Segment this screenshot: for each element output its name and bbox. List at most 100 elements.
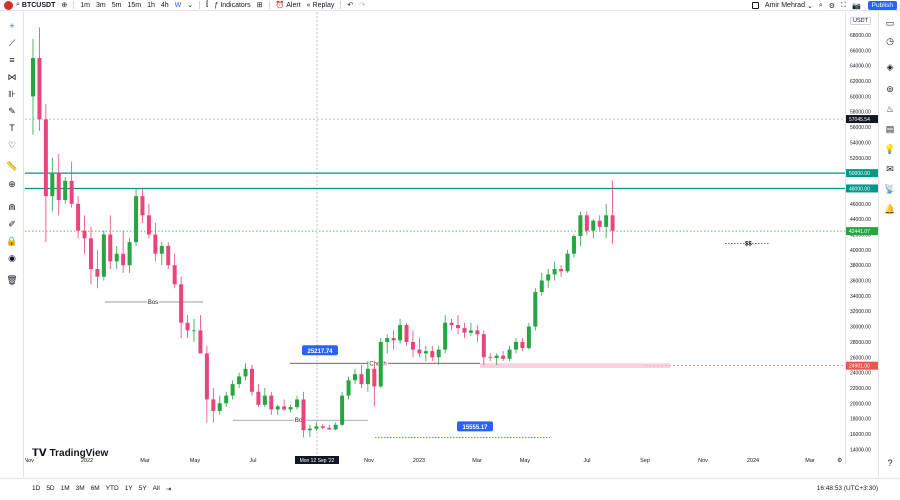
alerts-clock-icon[interactable]: ◷ xyxy=(886,35,894,46)
timeframe-dropdown[interactable]: ⌄ xyxy=(184,0,196,11)
candle-body xyxy=(565,253,570,272)
zoom-in-icon[interactable]: ⊕ xyxy=(8,178,16,189)
price-axis[interactable]: USDT 68000.00 66000.00 64000.00 62000.00 600… xyxy=(845,12,879,464)
bos-label-1: Bos xyxy=(148,300,158,306)
signal-icon[interactable]: 📡 xyxy=(884,183,896,194)
range-5y[interactable]: 5Y xyxy=(138,485,147,492)
price-tag-high-bg xyxy=(302,345,338,356)
candle-body xyxy=(56,173,61,200)
data-window-icon[interactable]: ⊚ xyxy=(886,83,894,94)
top-right-controls: Amir Mehrad ⌄ ⌕ ⚙ ⛶ 📷 Publish xyxy=(749,0,900,11)
timeframe-w[interactable]: W xyxy=(174,1,182,9)
logo-text: TradingView xyxy=(49,448,109,459)
timeframe-4h[interactable]: 4h xyxy=(160,1,169,9)
settings-button[interactable]: ⚙ xyxy=(826,0,838,11)
range-1y[interactable]: 1Y xyxy=(124,485,133,492)
trendline-icon[interactable]: ⟋ xyxy=(8,37,16,48)
text-icon[interactable]: T xyxy=(9,123,15,133)
snapshot-button[interactable]: 📷 xyxy=(849,0,864,11)
eye-icon[interactable]: ◉ xyxy=(8,252,16,263)
candle-body xyxy=(417,349,422,354)
compare-button[interactable]: ⊕ xyxy=(58,0,70,11)
fullscreen-button[interactable]: ⛶ xyxy=(838,0,849,11)
range-5d[interactable]: 5D xyxy=(46,485,55,492)
redo-button[interactable]: ↷ xyxy=(356,0,368,11)
ruler-icon[interactable]: 📏 xyxy=(6,160,18,171)
replay-label: Replay xyxy=(312,1,335,9)
replay-button[interactable]: « Replay xyxy=(304,0,338,11)
user-avatar-icon[interactable] xyxy=(4,0,13,10)
calendar-icon[interactable]: ▤ xyxy=(885,123,895,134)
help-icon[interactable]: ? xyxy=(887,458,893,468)
ideas-icon[interactable]: 💡 xyxy=(884,143,896,154)
clock-timezone[interactable]: 16:48:53 (UTC+3:30) xyxy=(816,485,878,492)
timeframe-5m[interactable]: 5m xyxy=(111,1,122,9)
templates-button[interactable]: ⊞ xyxy=(254,0,266,11)
candle-body xyxy=(385,338,390,342)
crosshair-icon[interactable]: + xyxy=(9,21,15,31)
price-tick: 22000.00 xyxy=(850,386,871,392)
candle-body xyxy=(372,368,377,387)
alert-button[interactable]: ⏰ Alert xyxy=(273,0,304,11)
candle-body xyxy=(114,253,119,262)
timeframe-15m[interactable]: 15m xyxy=(127,1,142,9)
range-3m[interactable]: 3M xyxy=(75,485,85,492)
price-tick: 66000.00 xyxy=(850,48,871,54)
candle-body xyxy=(436,349,441,358)
pencil-lock-icon[interactable]: ✐ xyxy=(8,218,16,229)
chat-icon[interactable]: ✉ xyxy=(886,163,894,174)
indicators-button[interactable]: ƒ Indicators xyxy=(211,0,253,11)
candle-body xyxy=(275,406,280,410)
goto-date-icon[interactable]: ⇥ xyxy=(165,486,172,493)
price-tag-48000: 48000.00 xyxy=(849,186,870,192)
right-widget-toolbar: ▭ ◷ ◈ ⊚ ♨ ▤ 💡 ✉ 📡 🔔 ? xyxy=(878,12,900,478)
layers-icon[interactable]: ◈ xyxy=(886,61,894,72)
hotlists-icon[interactable]: ♨ xyxy=(885,103,895,114)
notifications-icon[interactable]: 🔔 xyxy=(884,203,896,214)
candle-body xyxy=(552,269,557,275)
candle-body xyxy=(82,230,87,239)
watchlist-icon[interactable]: ▭ xyxy=(885,17,895,28)
price-tag-high: 25217.74 xyxy=(302,345,338,356)
publish-button[interactable]: Publish xyxy=(867,1,897,10)
price-tick: 36000.00 xyxy=(850,279,871,285)
brush-icon[interactable]: ✎ xyxy=(8,105,16,116)
candlestick-chart[interactable]: Choch Bos Bos $$ 25217.74 15555.17 Nov 2022 Mar M… xyxy=(24,12,845,464)
currency-selector[interactable]: USDT xyxy=(850,17,871,25)
layout-button[interactable] xyxy=(749,0,762,11)
range-ytd[interactable]: YTD xyxy=(105,485,119,492)
price-tick: 56000.00 xyxy=(850,125,871,131)
range-all[interactable]: All xyxy=(152,485,160,492)
pattern-icon[interactable]: ⋈ xyxy=(7,71,17,82)
candle-body xyxy=(307,428,312,431)
candle-body xyxy=(597,220,602,227)
candle-body xyxy=(95,269,100,277)
quick-search-button[interactable]: ⌕ xyxy=(816,0,826,11)
x-axis-tick: Sep xyxy=(640,458,650,464)
candle-body xyxy=(571,236,576,254)
candle-body xyxy=(237,376,242,385)
candle-body xyxy=(333,424,338,430)
chart-pane[interactable]: Choch Bos Bos $$ 25217.74 15555.17 Nov 2022 Mar M… xyxy=(24,12,845,464)
magnet-icon[interactable]: ⋒ xyxy=(8,201,16,212)
heart-icon[interactable]: ♡ xyxy=(7,139,17,150)
trash-icon[interactable]: 🗑 xyxy=(6,274,18,285)
user-menu[interactable]: Amir Mehrad ⌄ xyxy=(762,0,816,11)
timeframe-1m[interactable]: 1m xyxy=(80,1,90,9)
range-6m[interactable]: 6M xyxy=(90,485,100,492)
range-1m[interactable]: 1M xyxy=(60,485,70,492)
candle-body xyxy=(610,215,615,231)
range-1d[interactable]: 1D xyxy=(32,485,41,492)
price-tick: 18000.00 xyxy=(850,417,871,423)
candle-body xyxy=(578,215,583,237)
fib-retracement-icon[interactable]: ≡ xyxy=(9,55,15,65)
candle-body xyxy=(63,180,68,200)
symbol-search[interactable]: ⌕ BTCUSDT xyxy=(13,0,58,11)
chart-type-button[interactable]: ⫿ xyxy=(203,0,211,11)
timeframe-3m[interactable]: 3m xyxy=(95,1,106,9)
undo-button[interactable]: ↶ xyxy=(344,0,356,11)
price-tick: 68000.00 xyxy=(850,33,871,39)
lock-icon[interactable]: 🔒 xyxy=(6,235,18,246)
timeframe-1h[interactable]: 1h xyxy=(147,1,155,9)
prediction-icon[interactable]: ⊪ xyxy=(8,88,16,99)
